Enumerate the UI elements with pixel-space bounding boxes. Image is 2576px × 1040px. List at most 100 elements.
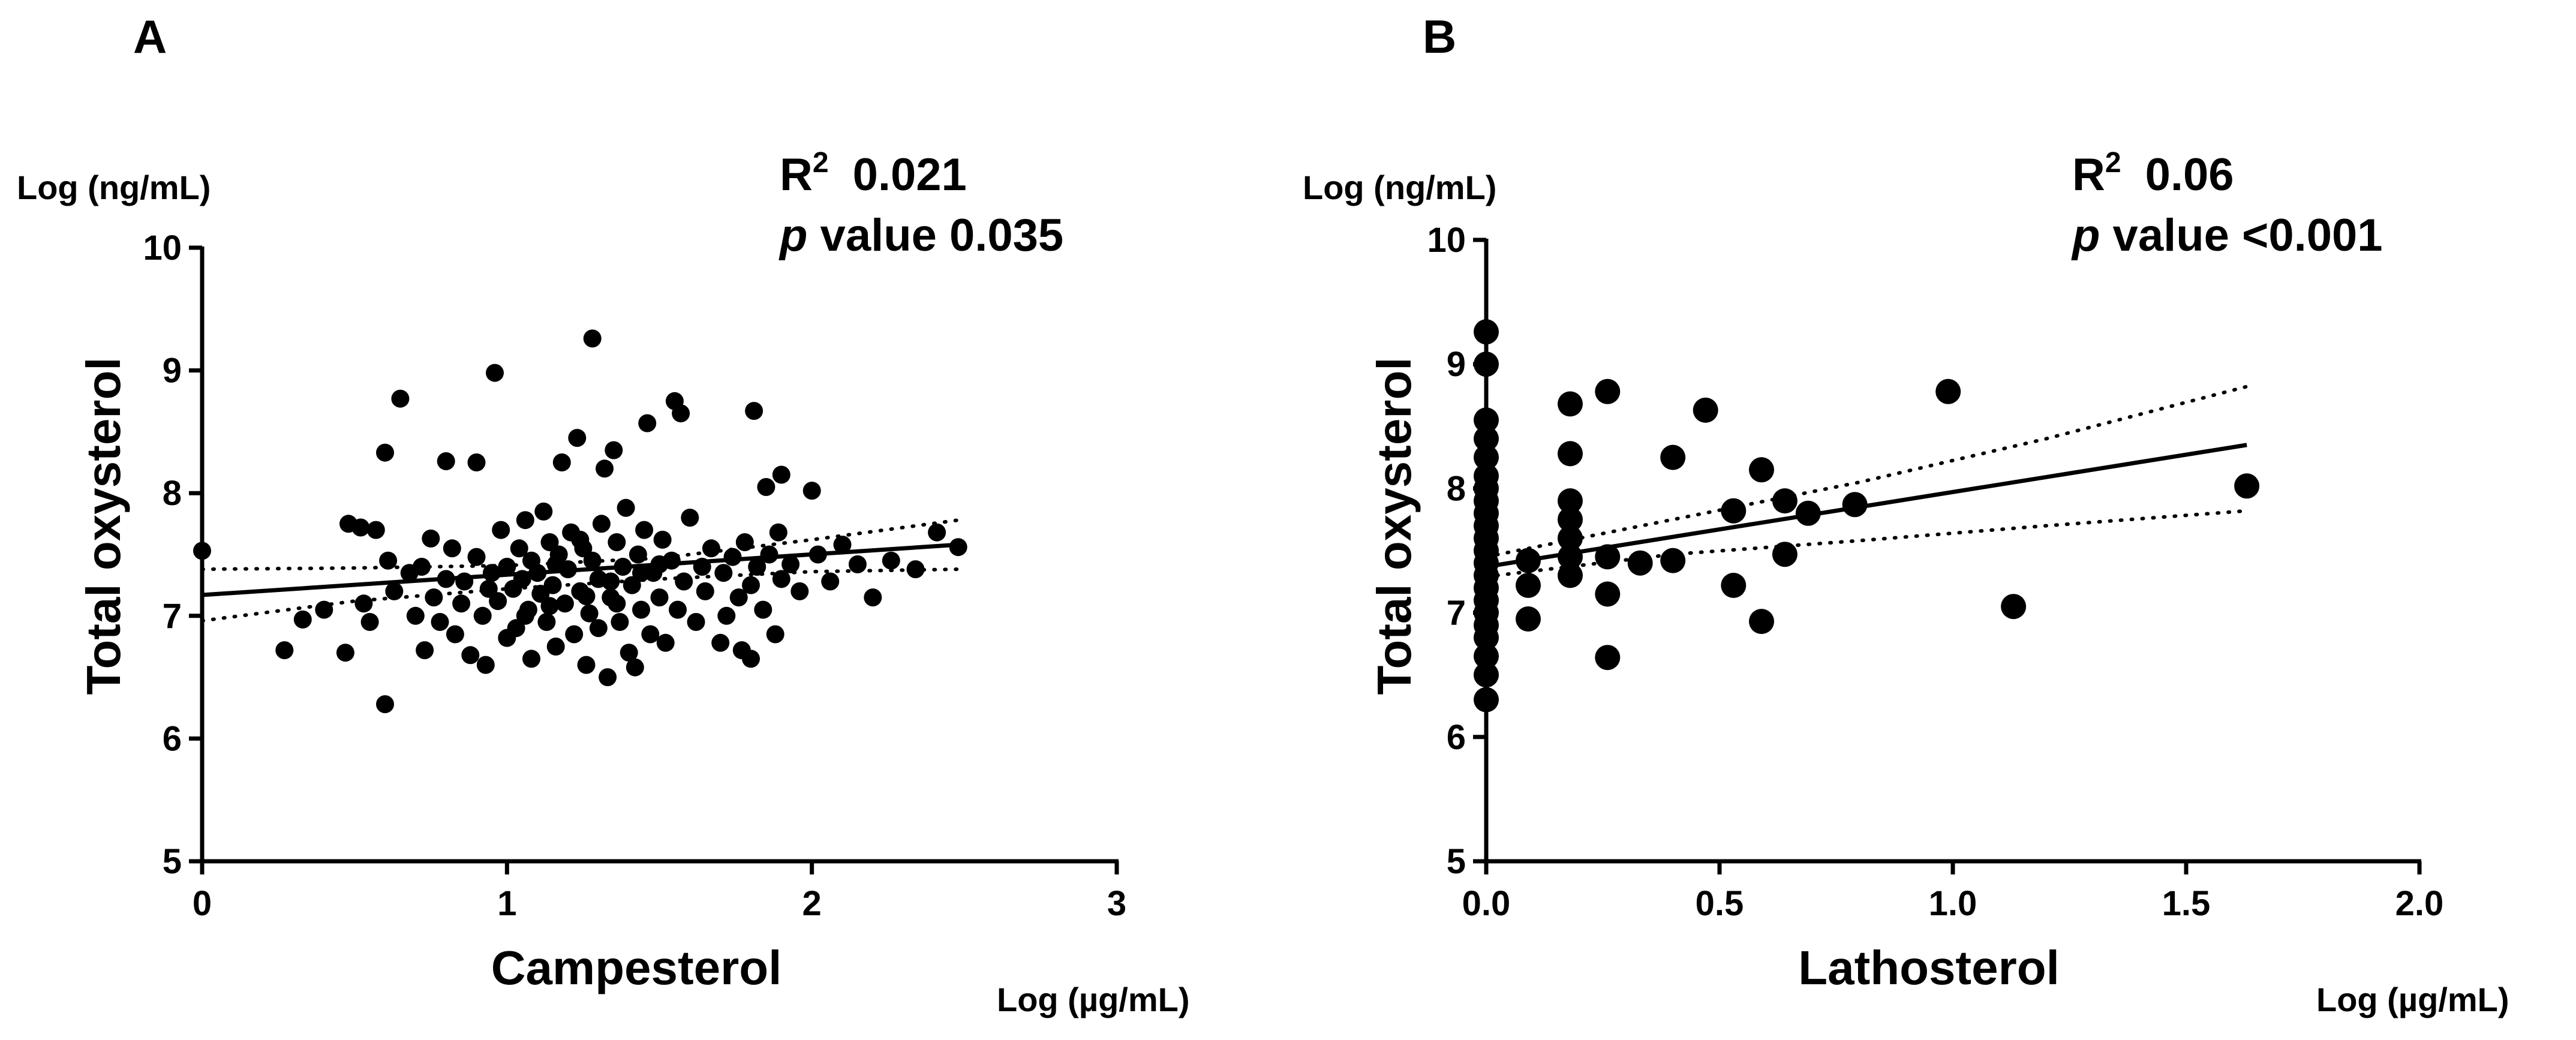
panel-a-data-point [928, 523, 946, 542]
panel-a-data-point [543, 576, 562, 594]
panel-b-data-point [2234, 473, 2260, 499]
panel-a-points [193, 329, 967, 714]
panel-a-r2: R2 0.021 [780, 147, 967, 200]
panel-a-r2-sup: 2 [813, 147, 829, 179]
panel-a-data-point [555, 594, 574, 613]
panel-a-data-point [742, 650, 760, 668]
panel-b-data-point [1474, 351, 1499, 377]
panel-b-r2-sup: 2 [2105, 147, 2121, 179]
panel-a-data-point [577, 656, 596, 674]
panel-a-data-point [498, 558, 516, 576]
panel-a-data-point [452, 594, 471, 613]
panel-a-data-point [406, 606, 425, 625]
panel-b-x-unit: Log (µg/mL) [2316, 981, 2509, 1018]
panel-b-data-point [1749, 457, 1774, 483]
panel-a-data-point [546, 638, 565, 656]
panel-a-data-point [552, 453, 571, 471]
panel-a-y-tick-label: 10 [143, 229, 182, 267]
panel-a-x-tick-label: 1 [497, 884, 516, 923]
panel-a-data-point [702, 539, 720, 558]
panel-a-data-point [769, 523, 787, 542]
panel-a-data-point [577, 587, 596, 606]
panel-b-y-tick-label: 7 [1447, 594, 1466, 633]
panel-b-data-point [1772, 488, 1798, 514]
panel-a-data-point [635, 521, 654, 539]
panel-a-data-point [425, 588, 443, 607]
panel-b-x-tick-label: 1.5 [2162, 884, 2211, 923]
panel-a-data-point [656, 633, 675, 652]
panel-b-data-point [1595, 544, 1621, 570]
panel-a-data-point [717, 606, 736, 625]
panel-a-data-point [489, 592, 507, 611]
panel-b-data-point [1595, 645, 1621, 671]
panel-a-data-point [687, 613, 705, 631]
panel-b-data-point [1772, 542, 1798, 567]
panel-a-data-point [714, 564, 733, 582]
panel-b-y-tick-label: 6 [1447, 718, 1466, 757]
panel-a-data-point [379, 551, 398, 570]
panel-a-p-italic: p [778, 210, 807, 261]
panel-a-y-tick-label: 6 [163, 719, 182, 758]
panel-a-data-point [385, 582, 404, 600]
panel-b-data-point [1693, 397, 1718, 423]
panel-a-data-point [605, 441, 623, 459]
panel-a-data-point [473, 606, 492, 625]
panel-a-data-point [949, 538, 967, 557]
panel-a-data-point [437, 452, 455, 470]
panel-a-data-point [760, 545, 778, 564]
panel-a-data-point [602, 572, 620, 591]
panel-a-data-point [735, 533, 754, 551]
panel-a-data-point [443, 539, 461, 558]
panel-a-x-title: Campesterol [491, 941, 782, 994]
panel-a-data-point [354, 594, 373, 613]
panel-a-data-point [422, 529, 440, 548]
panel-b-data-point [1474, 662, 1499, 688]
panel-b-points [1474, 319, 2260, 713]
panel-b-data-point [1660, 548, 1686, 573]
panel-b-letter: B [1423, 10, 1456, 63]
panel-a-data-point [540, 533, 559, 551]
panel-b-data-point [1474, 644, 1499, 669]
panel-a-data-point [467, 453, 486, 471]
panel-a-data-point [650, 588, 669, 607]
panel-a-data-point [632, 600, 650, 619]
panel-b-regression-line [1486, 443, 2247, 569]
panel-b-y-tick-label: 8 [1447, 469, 1466, 508]
panel-a-p-text: value 0.035 [807, 210, 1063, 261]
panel-a-data-point [629, 545, 647, 564]
panel-a-data-point [626, 658, 644, 677]
panel-a-data-point [620, 644, 638, 662]
panel-a-r2-label: R [780, 149, 813, 200]
panel-a-data-point [336, 644, 354, 662]
panel-a-data-point [293, 610, 312, 629]
panel-b-r2-label: R [2072, 149, 2105, 200]
panel-b-data-point [1721, 498, 1747, 524]
panel-a-data-point [461, 646, 480, 665]
panel-a-y-unit: Log (ng/mL) [17, 169, 211, 206]
panel-a-data-point [675, 572, 693, 591]
panel-a-data-point [821, 572, 840, 591]
panel-a-data-point [431, 613, 449, 631]
panel-a-data-point [729, 588, 748, 607]
panel-b-data-point [1516, 573, 1541, 598]
panel-a-data-point [479, 579, 498, 598]
panel-a-data-point [681, 509, 699, 527]
panel-a-data-point [596, 459, 614, 478]
panel-a: A Log (ng/mL) R2 0.021 p value 0.035 Tota… [17, 10, 1190, 1018]
panel-b-data-point [1474, 625, 1499, 650]
panel-a-y-tick-label: 7 [163, 597, 182, 636]
panel-a-data-point [723, 548, 742, 566]
panel-a-data-point [623, 576, 641, 594]
panel-b-x-tick-label: 1.0 [1929, 884, 1977, 923]
panel-a-data-point [492, 521, 510, 539]
panel-a-x-unit: Log (µg/mL) [997, 981, 1190, 1018]
panel-a-data-point [882, 551, 900, 570]
panel-b-data-point [1558, 441, 1583, 467]
panel-a-y-tick-label: 5 [163, 842, 182, 881]
panel-a-data-point [848, 555, 867, 573]
panel-a-data-point [510, 539, 528, 558]
panel-b: B Log (ng/mL) R2 0.06 p value <0.001 Tota… [1303, 10, 2509, 1018]
panel-a-x-tick-label: 3 [1107, 884, 1126, 923]
panel-b-data-point [1474, 319, 1499, 345]
panel-b-data-point [1627, 550, 1653, 576]
